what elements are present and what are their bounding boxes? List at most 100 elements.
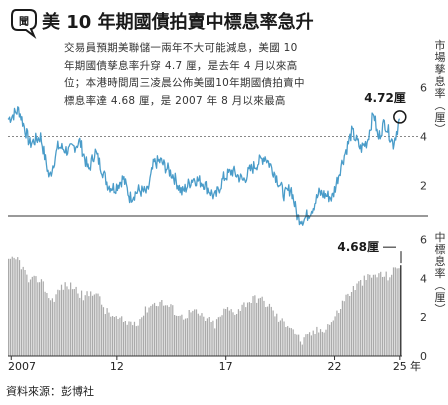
auction-bar [155,306,157,356]
bottom-unit-label: 中標息率 ︵ 厘 ︶ [434,231,446,316]
auction-bar [370,277,373,356]
auction-bar [26,274,28,356]
note-line-4: 標息率達 4.68 厘，是 2007 年 8 月以來最高 [64,94,286,107]
auction-bar [184,318,187,356]
news-badge-text: 聞 [19,16,29,28]
auction-bar [93,294,95,356]
auction-bar [157,306,159,356]
auction-bar [17,257,19,356]
bottom-annotation-label: 4.68厘 [337,239,379,254]
auction-bar [42,281,44,356]
auction-bar [66,286,68,356]
auction-bar [119,317,121,356]
title-bar: 聞 美 10 年期國債拍賣中標息率急升 [11,9,314,40]
auction-bar [374,274,376,356]
auction-bar [312,330,314,356]
auction-bar [277,321,280,356]
auction-bar [29,279,32,356]
auction-bar [188,310,190,356]
bottom-y-tick-label: 4 [420,272,427,285]
auction-bar [194,309,196,356]
auction-bar [206,318,209,356]
auction-bar [298,334,300,356]
auction-bar [245,307,247,356]
auction-bar [398,268,400,356]
auction-bar [117,319,119,356]
auction-bar [183,319,185,356]
auction-bar [144,306,147,356]
auction-bar [296,334,298,356]
auction-bar [53,301,55,356]
auction-bar [325,329,327,356]
auction-bar [110,316,112,356]
auction-bar [49,300,52,356]
note-line-2: 年期國債孳息率升穿 4.7 厘，是去年 4 月以來高 [64,59,298,72]
auction-bar [122,322,125,356]
auction-bar [400,265,402,356]
auction-bar [22,266,24,356]
description-note: 交易員預期美聯儲一兩年不大可能減息，美國 10 年期國債孳息率升穿 4.7 厘，… [64,40,364,110]
auction-bar [64,282,66,356]
auction-bar [28,282,30,356]
auction-bar [360,280,362,356]
auction-bar [153,302,156,356]
auction-bar [319,329,322,356]
auction-bar [221,315,223,356]
auction-bar [276,313,278,356]
auction-bar [201,313,203,356]
auction-bar [55,294,57,356]
auction-bar [385,271,387,356]
auction-bar [181,314,183,356]
auction-bar [159,301,161,356]
auction-bar [146,312,148,356]
auction-bar [237,309,240,356]
auction-bar [316,326,318,356]
auction-bar [20,269,22,356]
auction-bar [175,315,178,356]
chart-title: 美 10 年期國債拍賣中標息率急升 [42,11,314,33]
auction-bar-panel: 0 2 4 6 4.68厘 [8,234,427,363]
note-line-1: 交易員預期美聯儲一兩年不大可能減息，美國 10 [64,42,298,54]
auction-bar [179,315,181,356]
auction-bar [148,307,150,356]
auction-bar [172,305,174,356]
auction-bar [270,306,272,356]
x-tick-label: 2007 [8,360,36,373]
auction-bar [361,285,364,356]
auction-bar [223,308,225,356]
auction-bar [102,307,105,356]
auction-bar [9,258,12,356]
auction-bar [263,300,265,356]
auction-bar [307,334,309,356]
auction-bar [301,344,303,356]
auction-bar [73,289,75,356]
circle-marker-icon [393,110,407,124]
auction-bar [305,334,307,356]
auction-bar [90,291,92,356]
auction-bar [11,256,13,356]
auction-bar [372,274,375,356]
auction-bar [75,286,77,356]
auction-bar [84,295,86,356]
auction-bar [378,273,380,356]
auction-bar [163,305,165,356]
auction-bar [226,307,229,356]
auction-bar [37,282,39,356]
auction-bar [356,283,358,356]
auction-bar [217,317,219,356]
auction-bar [259,297,261,356]
auction-bar [215,319,218,356]
auction-bar [177,316,179,356]
auction-bar [345,294,347,356]
top-y-tick-label: 6 [420,82,427,95]
auction-bar [161,300,163,356]
auction-bar [111,316,114,356]
auction-bar [272,310,274,356]
auction-bar [232,312,234,356]
auction-bar [281,318,283,356]
auction-bar [288,327,291,356]
auction-bar [152,304,154,356]
auction-bar [252,296,254,356]
auction-bar [199,315,201,356]
auction-bar [101,304,103,356]
